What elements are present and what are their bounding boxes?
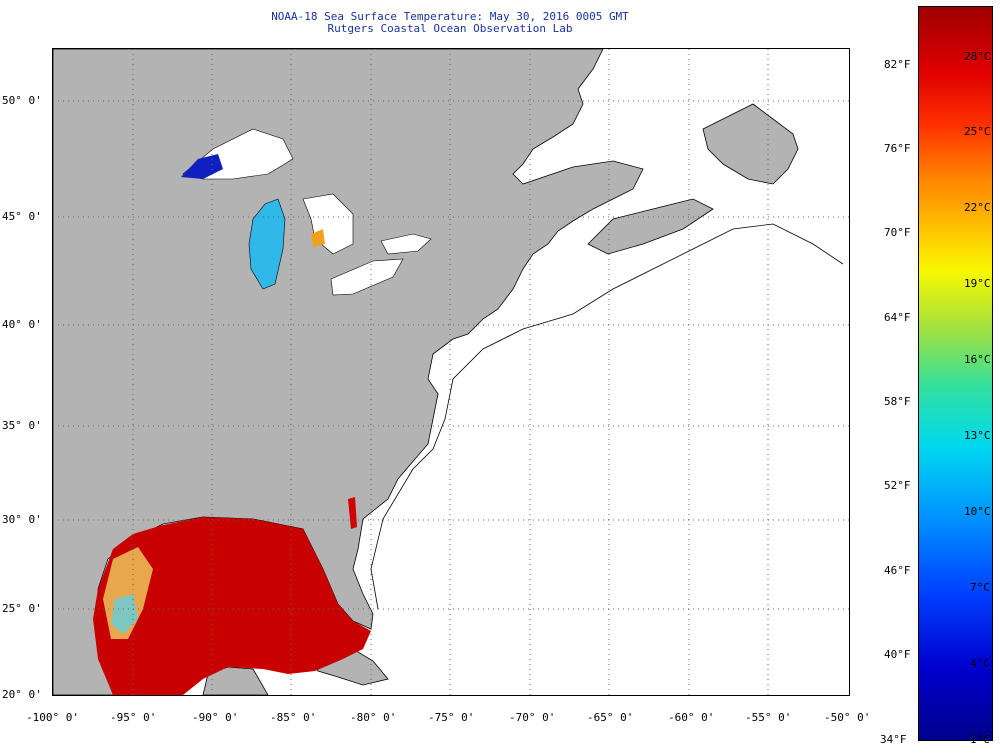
- colorbar-c-label: 13°C: [964, 429, 991, 442]
- lon-label: -55° 0': [745, 711, 792, 724]
- colorbar-c-label: 19°C: [964, 277, 991, 290]
- land-north-america: [53, 49, 644, 695]
- lake-ontario: [380, 233, 432, 255]
- colorbar-f-label: 70°F: [884, 226, 911, 239]
- colorbar-f-label: 64°F: [884, 311, 911, 324]
- lat-label: 50° 0': [2, 94, 42, 107]
- map-title: NOAA-18 Sea Surface Temperature: May 30,…: [271, 10, 629, 23]
- lon-label: -75° 0': [428, 711, 475, 724]
- lat-label: 35° 0': [2, 419, 42, 432]
- map-subtitle: Rutgers Coastal Ocean Observation Lab: [327, 22, 573, 35]
- temperature-colorbar: [918, 6, 993, 741]
- colorbar-c-label: 10°C: [964, 505, 991, 518]
- lat-label: 30° 0': [2, 513, 42, 526]
- lon-label: -90° 0': [192, 711, 239, 724]
- land-yucatan: [202, 666, 269, 695]
- lat-label: 20° 0': [2, 688, 42, 701]
- colorbar-c-label: 25°C: [964, 125, 991, 138]
- colorbar-f-label: 40°F: [884, 648, 911, 661]
- colorbar-f-label: 82°F: [884, 58, 911, 71]
- lon-label: -95° 0': [110, 711, 157, 724]
- lon-label: -70° 0': [509, 711, 556, 724]
- lake-erie: [330, 258, 404, 296]
- lon-label: -65° 0': [587, 711, 634, 724]
- colorbar-c-label: 7°C: [970, 581, 990, 594]
- lon-label: -85° 0': [270, 711, 317, 724]
- lon-label: -80° 0': [350, 711, 397, 724]
- lat-label: 45° 0': [2, 210, 42, 223]
- colorbar-c-label: 1°C: [970, 733, 990, 746]
- map-canvas: [53, 49, 849, 695]
- colorbar-c-label: 22°C: [964, 201, 991, 214]
- colorbar-f-label: 46°F: [884, 564, 911, 577]
- colorbar-c-label: 4°C: [970, 657, 990, 670]
- sst-map[interactable]: [52, 48, 850, 696]
- gulf-of-mexico-sst: [93, 517, 371, 695]
- land-nova-scotia: [587, 198, 714, 255]
- colorbar-f-label: 58°F: [884, 395, 911, 408]
- isobath-600ft: [370, 223, 844, 610]
- colorbar-f-label: 76°F: [884, 142, 911, 155]
- colorbar-c-label: 16°C: [964, 353, 991, 366]
- lon-label: -60° 0': [668, 711, 715, 724]
- lon-label: -100° 0': [26, 711, 79, 724]
- lon-label: -50° 0': [824, 711, 871, 724]
- colorbar-f-label: 34°F: [880, 733, 907, 746]
- lat-label: 40° 0': [2, 318, 42, 331]
- lake-michigan: [248, 198, 286, 290]
- florida-east-coast-sst: [348, 497, 357, 529]
- colorbar-c-label: 28°C: [964, 50, 991, 63]
- lake-huron-warm: [311, 229, 325, 247]
- lat-label: 25° 0': [2, 602, 42, 615]
- lake-superior-cold-water: [181, 154, 223, 179]
- gulf-coastal-cool-cells: [111, 594, 138, 634]
- land-newfoundland: [702, 103, 799, 185]
- colorbar-f-label: 52°F: [884, 479, 911, 492]
